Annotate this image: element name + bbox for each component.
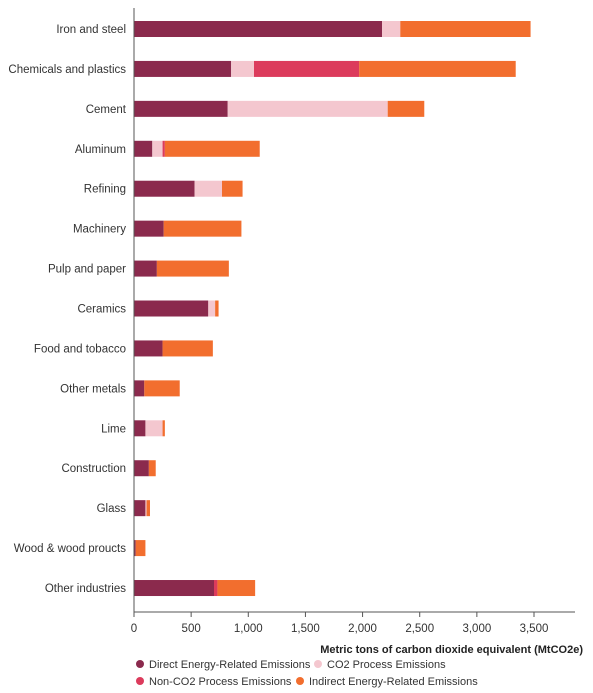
- bar-chemicals-and-plastics-indirect-energy-related-emissions: [359, 60, 516, 77]
- bar-machinery-direct-energy-related-emissions: [134, 220, 164, 237]
- bar-food-and-tobacco-indirect-energy-related-emissions: [162, 340, 213, 357]
- bar-construction-indirect-energy-related-emissions: [148, 460, 156, 477]
- bar-refining-co2-process-emissions: [194, 180, 222, 197]
- category-label-glass: Glass: [97, 503, 127, 515]
- bar-glass-co2-process-emissions: [145, 500, 147, 517]
- bar-other-industries-indirect-energy-related-emissions: [217, 580, 256, 597]
- x-tick-labels: 0 500 1,000 1,500 2,000 2,500 3,000 3,500: [131, 612, 549, 635]
- legend-label-co2-process-emissions: CO2 Process Emissions: [327, 659, 446, 671]
- legend-label-non-co2-process-emissions: Non-CO2 Process Emissions: [149, 676, 292, 688]
- x-tick-label: 0: [131, 623, 137, 635]
- bar-aluminum-non-co2-process-emissions: [162, 140, 165, 157]
- bar-aluminum-co2-process-emissions: [152, 140, 163, 157]
- bar-chemicals-and-plastics-co2-process-emissions: [231, 60, 254, 77]
- category-label-pulp-and-paper: Pulp and paper: [48, 264, 126, 276]
- legend-swatch-indirect-energy-related-emissions: [296, 677, 304, 685]
- bar-pulp-and-paper-indirect-energy-related-emissions: [156, 260, 229, 277]
- legend-swatch-direct-energy-related-emissions: [136, 660, 144, 668]
- legend-swatch-non-co2-process-emissions: [136, 677, 144, 685]
- x-tick-label: 2,500: [405, 623, 434, 635]
- x-tick-label: 500: [182, 623, 201, 635]
- category-labels: Iron and steel Chemicals and plastics Ceme…: [8, 24, 126, 595]
- bar-machinery-indirect-energy-related-emissions: [163, 220, 242, 237]
- bar-other-industries-non-co2-process-emissions: [214, 580, 218, 597]
- x-tick-label: 3,500: [520, 623, 549, 635]
- bar-ceramics-direct-energy-related-emissions: [134, 300, 209, 317]
- bar-lime-direct-energy-related-emissions: [134, 420, 146, 437]
- category-label-lime: Lime: [101, 423, 126, 435]
- x-tick-label: 1,500: [291, 623, 320, 635]
- bar-ceramics-indirect-energy-related-emissions: [215, 300, 219, 317]
- category-label-iron-and-steel: Iron and steel: [56, 24, 126, 36]
- bar-cement-co2-process-emissions: [227, 100, 388, 117]
- bar-wood-wood-proucts-indirect-energy-related-emissions: [135, 540, 146, 557]
- category-label-refining: Refining: [84, 184, 126, 196]
- bar-lime-indirect-energy-related-emissions: [162, 420, 165, 437]
- bar-construction-direct-energy-related-emissions: [134, 460, 149, 477]
- bar-food-and-tobacco-direct-energy-related-emissions: [134, 340, 163, 357]
- bar-wood-wood-proucts-direct-energy-related-emissions: [134, 540, 136, 557]
- category-label-other-industries: Other industries: [45, 583, 126, 595]
- category-label-chemicals-and-plastics: Chemicals and plastics: [8, 64, 126, 76]
- x-axis-title: Metric tons of carbon dioxide equivalent…: [320, 644, 583, 656]
- category-label-other-metals: Other metals: [60, 383, 126, 395]
- bar-cement-direct-energy-related-emissions: [134, 100, 228, 117]
- bar-lime-co2-process-emissions: [145, 420, 163, 437]
- bar-other-metals-direct-energy-related-emissions: [134, 380, 145, 397]
- category-label-aluminum: Aluminum: [75, 144, 126, 156]
- bar-aluminum-indirect-energy-related-emissions: [164, 140, 260, 157]
- legend-label-direct-energy-related-emissions: Direct Energy-Related Emissions: [149, 659, 311, 671]
- bar-chemicals-and-plastics-non-co2-process-emissions: [254, 60, 360, 77]
- bar-chemicals-and-plastics-direct-energy-related-emissions: [134, 60, 232, 77]
- bar-iron-and-steel-direct-energy-related-emissions: [134, 21, 382, 37]
- bar-refining-indirect-energy-related-emissions: [222, 180, 243, 197]
- bar-ceramics-co2-process-emissions: [208, 300, 216, 317]
- x-tick-label: 1,000: [234, 623, 263, 635]
- bar-refining-direct-energy-related-emissions: [134, 180, 195, 197]
- bar-pulp-and-paper-direct-energy-related-emissions: [134, 260, 157, 277]
- category-label-food-and-tobacco: Food and tobacco: [34, 343, 126, 355]
- legend-swatch-co2-process-emissions: [314, 660, 322, 668]
- x-tick-label: 3,000: [462, 623, 491, 635]
- category-label-wood-wood-proucts: Wood & wood proucts: [14, 543, 127, 555]
- category-label-construction: Construction: [61, 463, 126, 475]
- bar-glass-indirect-energy-related-emissions: [146, 500, 150, 517]
- bar-aluminum-direct-energy-related-emissions: [134, 140, 153, 157]
- bars-group: [134, 21, 531, 597]
- legend: Direct Energy-Related Emissions CO2 Proce…: [136, 659, 478, 688]
- x-tick-label: 2,000: [348, 623, 377, 635]
- category-label-cement: Cement: [86, 104, 127, 116]
- legend-label-indirect-energy-related-emissions: Indirect Energy-Related Emissions: [309, 676, 478, 688]
- bar-glass-direct-energy-related-emissions: [134, 500, 146, 517]
- bar-other-industries-direct-energy-related-emissions: [134, 580, 214, 597]
- bar-iron-and-steel-co2-process-emissions: [382, 21, 401, 37]
- bar-cement-indirect-energy-related-emissions: [387, 100, 425, 117]
- category-label-ceramics: Ceramics: [77, 304, 126, 316]
- bar-other-metals-indirect-energy-related-emissions: [144, 380, 180, 397]
- bar-iron-and-steel-indirect-energy-related-emissions: [400, 21, 531, 37]
- category-label-machinery: Machinery: [73, 224, 126, 236]
